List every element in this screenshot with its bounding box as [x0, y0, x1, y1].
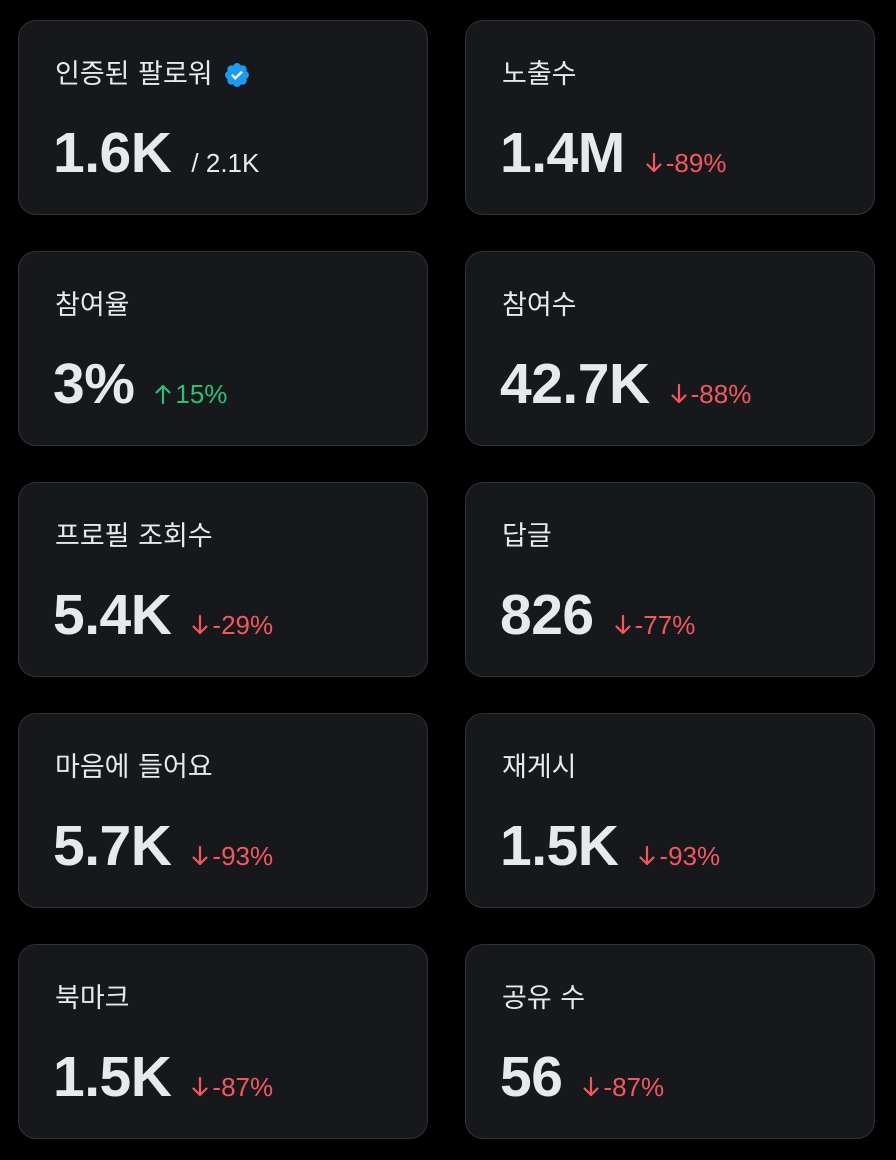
metric-value: 1.6K [53, 121, 172, 185]
metric-value: 5.7K [53, 814, 172, 878]
metric-value: 5.4K [53, 583, 172, 647]
metric-value-row: 3% 15% [53, 350, 227, 418]
metric-value: 1.5K [500, 814, 619, 878]
metric-card-impressions[interactable]: 노출수 1.4M -89% [465, 20, 875, 215]
metric-label-row: 북마크 [55, 981, 130, 1017]
metric-change: -77% [614, 610, 696, 641]
metric-value: 42.7K [500, 352, 650, 416]
verified-badge-icon [224, 63, 249, 87]
arrow-down-icon [646, 152, 662, 173]
arrow-down-icon [192, 845, 209, 866]
metric-label: 공유 수 [502, 983, 586, 1014]
metric-change: -87% [582, 1072, 664, 1103]
arrow-down-icon [671, 383, 687, 404]
metric-value: 1.4M [500, 121, 625, 185]
metric-card-bookmarks[interactable]: 북마크 1.5K -87% [18, 944, 428, 1139]
metric-value-row: 1.5K -93% [500, 812, 720, 880]
metric-value: 1.5K [53, 1045, 172, 1109]
metric-card-engagements[interactable]: 참여수 42.7K -88% [465, 251, 875, 446]
metric-label-row: 노출수 [502, 57, 577, 93]
metric-value-row: 56 -87% [500, 1043, 664, 1111]
metric-card-shares[interactable]: 공유 수 56 -87% [465, 944, 875, 1139]
metric-change: -29% [191, 610, 273, 641]
metric-value-row: 826 -77% [500, 581, 695, 649]
metric-label: 인증된 팔로워 [55, 59, 213, 90]
arrow-down-icon [615, 614, 631, 635]
metric-label: 참여율 [55, 290, 130, 321]
metric-value-row: 1.5K -87% [53, 1043, 273, 1111]
metric-label-row: 프로필 조회수 [55, 519, 213, 555]
arrow-down-icon [192, 614, 209, 635]
metric-label-row: 답글 [502, 519, 552, 555]
metric-value: 826 [500, 583, 594, 647]
metric-label: 참여수 [502, 290, 577, 321]
metric-change-value: -89% [665, 148, 727, 178]
metric-value-row: 5.4K -29% [53, 581, 273, 649]
metric-change-value: -77% [634, 610, 696, 640]
metric-change: -93% [191, 841, 273, 872]
metric-label: 답글 [502, 521, 552, 552]
metric-label: 마음에 들어요 [55, 752, 213, 783]
metric-change: -93% [638, 841, 720, 872]
metric-label-row: 재게시 [502, 750, 577, 786]
metric-label: 북마크 [55, 983, 130, 1014]
metric-change: -87% [191, 1072, 273, 1103]
metric-label-row: 마음에 들어요 [55, 750, 213, 786]
metric-label: 노출수 [502, 59, 577, 90]
metric-label-row: 참여율 [55, 288, 130, 324]
metric-change-value: -93% [212, 841, 274, 871]
metric-label: 재게시 [502, 752, 577, 783]
arrow-down-icon [192, 1076, 209, 1097]
metric-value-row: 1.4M -89% [500, 119, 726, 187]
metric-change-value: 15% [175, 379, 228, 409]
analytics-metrics-grid: 인증된 팔로워 1.6K / 2.1K 노출수 1.4M -89% 참여율 [18, 20, 875, 1139]
metric-value: 3% [53, 352, 135, 416]
arrow-down-icon [583, 1076, 600, 1097]
metric-value-row: 42.7K -88% [500, 350, 751, 418]
metric-label-row: 참여수 [502, 288, 577, 324]
metric-value: 56 [500, 1045, 563, 1109]
metric-label-row: 인증된 팔로워 [55, 57, 251, 93]
metric-change-value: -93% [659, 841, 721, 871]
metric-card-reposts[interactable]: 재게시 1.5K -93% [465, 713, 875, 908]
metric-card-likes[interactable]: 마음에 들어요 5.7K -93% [18, 713, 428, 908]
metric-card-profile-visits[interactable]: 프로필 조회수 5.4K -29% [18, 482, 428, 677]
metric-change: 15% [154, 379, 227, 410]
metric-change: -89% [645, 148, 727, 179]
metric-label: 프로필 조회수 [55, 521, 213, 552]
metric-change-value: -87% [212, 1072, 274, 1102]
arrow-down-icon [639, 845, 656, 866]
metric-change-value: -87% [603, 1072, 665, 1102]
metric-change-value: -29% [212, 610, 274, 640]
arrow-up-icon [155, 384, 171, 405]
metric-card-replies[interactable]: 답글 826 -77% [465, 482, 875, 677]
metric-change: -88% [670, 379, 752, 410]
metric-card-verified-followers[interactable]: 인증된 팔로워 1.6K / 2.1K [18, 20, 428, 215]
metric-value-row: 1.6K / 2.1K [53, 119, 259, 187]
metric-total: / 2.1K [191, 148, 260, 178]
metric-value-row: 5.7K -93% [53, 812, 273, 880]
metric-change-value: -88% [690, 379, 752, 409]
metric-label-row: 공유 수 [502, 981, 585, 1017]
metric-card-engagement-rate[interactable]: 참여율 3% 15% [18, 251, 428, 446]
